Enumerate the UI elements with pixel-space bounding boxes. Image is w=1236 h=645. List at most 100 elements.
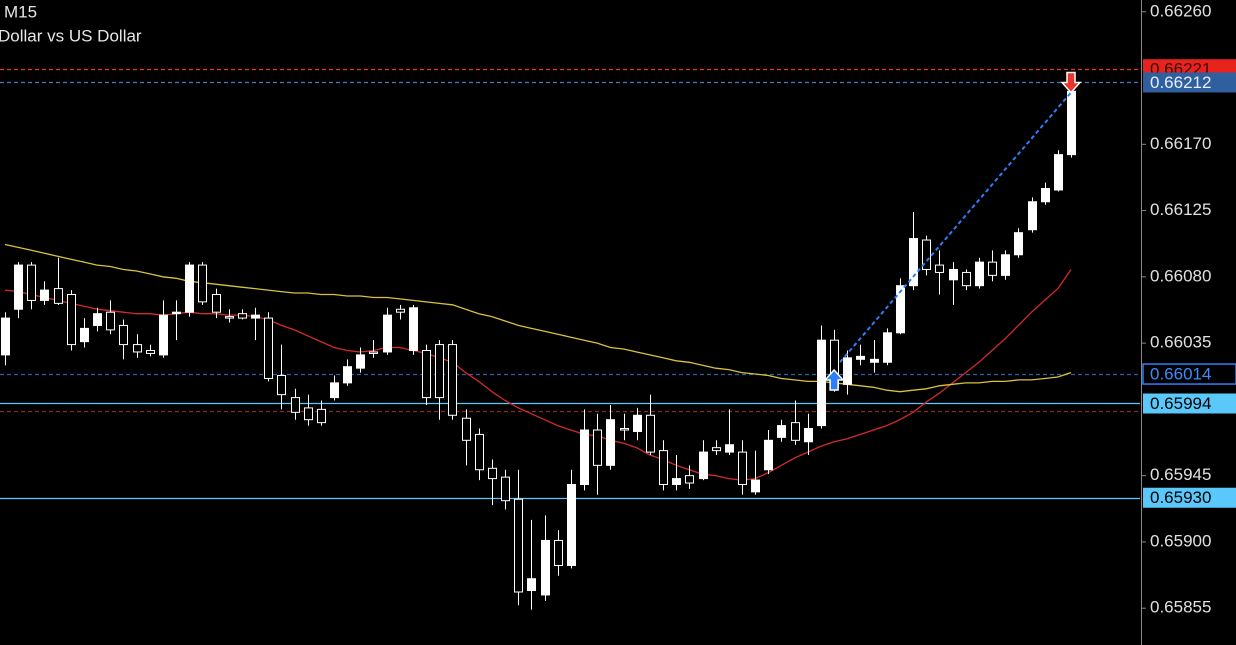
candle-body-down — [291, 397, 300, 413]
y-tick-label: 0.65855 — [1150, 598, 1211, 617]
candle-body-up — [409, 307, 418, 351]
y-tick-label: 0.66170 — [1150, 134, 1211, 153]
candle-body-up — [883, 332, 892, 363]
candle-body-down — [119, 324, 128, 346]
candle-body-down — [593, 429, 602, 466]
candle-body-up — [541, 539, 550, 596]
y-tick-label: 0.66080 — [1150, 266, 1211, 285]
candle-body-down — [225, 316, 234, 319]
candle-body-up — [751, 479, 760, 493]
candle-body-down — [462, 417, 471, 441]
candle-body-down — [922, 239, 931, 270]
y-tick-label: 0.66125 — [1150, 200, 1211, 219]
sell-arrow — [1060, 71, 1082, 94]
candle-body-down — [475, 433, 484, 471]
candle-body-up — [1067, 90, 1076, 156]
price-level-label: 0.65930 — [1150, 488, 1211, 507]
candle-body-down — [501, 476, 510, 502]
candle-body-down — [198, 264, 207, 303]
candle-body-up — [40, 289, 49, 301]
candle-body-down — [54, 288, 63, 304]
candle-body-up — [896, 285, 905, 334]
candle-body-up — [580, 429, 589, 485]
candle-body-down — [317, 408, 326, 424]
price-level-label: 0.65994 — [1150, 394, 1211, 413]
candle-body-up — [856, 355, 865, 360]
candle-body-up — [909, 238, 918, 287]
candle-body-down — [712, 447, 721, 452]
candle-body-down — [304, 407, 313, 421]
candle-body-down — [212, 294, 221, 313]
candle-body-down — [659, 450, 668, 485]
candle-body-down — [738, 451, 747, 485]
candle-body-up — [606, 419, 615, 466]
candle-body-up — [356, 354, 365, 369]
candle-body-up — [1054, 154, 1063, 191]
candle-body-up — [764, 439, 773, 471]
candle-body-down — [791, 422, 800, 441]
candle-body-up — [383, 314, 392, 353]
candle-body-up — [699, 451, 708, 480]
candle-body-down — [646, 414, 655, 453]
candle-body-down — [264, 317, 273, 379]
candle-body-up — [159, 314, 168, 356]
buy-arrow — [823, 368, 845, 391]
y-tick-label: 0.66260 — [1150, 1, 1211, 20]
candle-body-up — [633, 414, 642, 432]
candle-body-down — [488, 467, 497, 480]
candle-body-up — [672, 478, 681, 485]
y-tick-label: 0.65900 — [1150, 531, 1211, 550]
candle-body-up — [330, 382, 339, 399]
candle-body-up — [1014, 232, 1023, 256]
candle-body-up — [975, 261, 984, 287]
candle-body-up — [1, 317, 10, 356]
candle-body-down — [67, 294, 76, 346]
candle-body-up — [93, 313, 102, 326]
candle-body-up — [172, 311, 181, 315]
candle-body-down — [238, 313, 247, 319]
moving-average-line — [4, 243, 1072, 393]
candle-body-up — [817, 339, 826, 427]
price-level-tag — [1143, 393, 1236, 414]
candle-body-down — [133, 344, 142, 353]
candle-body-down — [146, 349, 155, 354]
candle-body-down — [106, 311, 115, 331]
candle-body-down — [435, 344, 444, 399]
candle-body-up — [14, 264, 23, 310]
candle-body-down — [935, 264, 944, 273]
price-level-tag — [1143, 72, 1236, 93]
candle-body-up — [527, 578, 536, 592]
y-tick-label: 0.65945 — [1150, 465, 1211, 484]
candle-body-up — [725, 444, 734, 453]
candle-body-up — [567, 483, 576, 566]
candle-body-down — [962, 271, 971, 287]
candle-body-down — [369, 351, 378, 354]
candle-body-up — [80, 327, 89, 343]
candle-body-down — [620, 428, 629, 431]
candle-body-up — [1028, 201, 1037, 231]
candle-body-up — [870, 358, 879, 363]
trade-line — [839, 91, 1072, 363]
candle-body-down — [554, 539, 563, 566]
candle-body-down — [396, 308, 405, 313]
candle-body-up — [843, 357, 852, 385]
price-level-label: 0.66014 — [1150, 365, 1211, 384]
candle-body-up — [1001, 254, 1010, 276]
candle-body-down — [422, 349, 431, 399]
price-level-tag — [1143, 487, 1236, 508]
price-level-tag — [1142, 363, 1236, 385]
candle-body-down — [514, 498, 523, 593]
chart-title: M15 — [4, 2, 37, 21]
moving-average-line — [4, 269, 1072, 481]
candle-body-up — [185, 264, 194, 313]
y-tick-label: 0.66035 — [1150, 333, 1211, 352]
candle-body-up — [804, 428, 813, 443]
chart-subtitle: Dollar vs US Dollar — [0, 26, 142, 45]
candle-body-up — [1041, 187, 1050, 203]
candle-body-down — [448, 344, 457, 416]
candle-body-up — [777, 425, 786, 438]
candle-body-up — [251, 314, 260, 319]
candle-body-down — [988, 261, 997, 276]
